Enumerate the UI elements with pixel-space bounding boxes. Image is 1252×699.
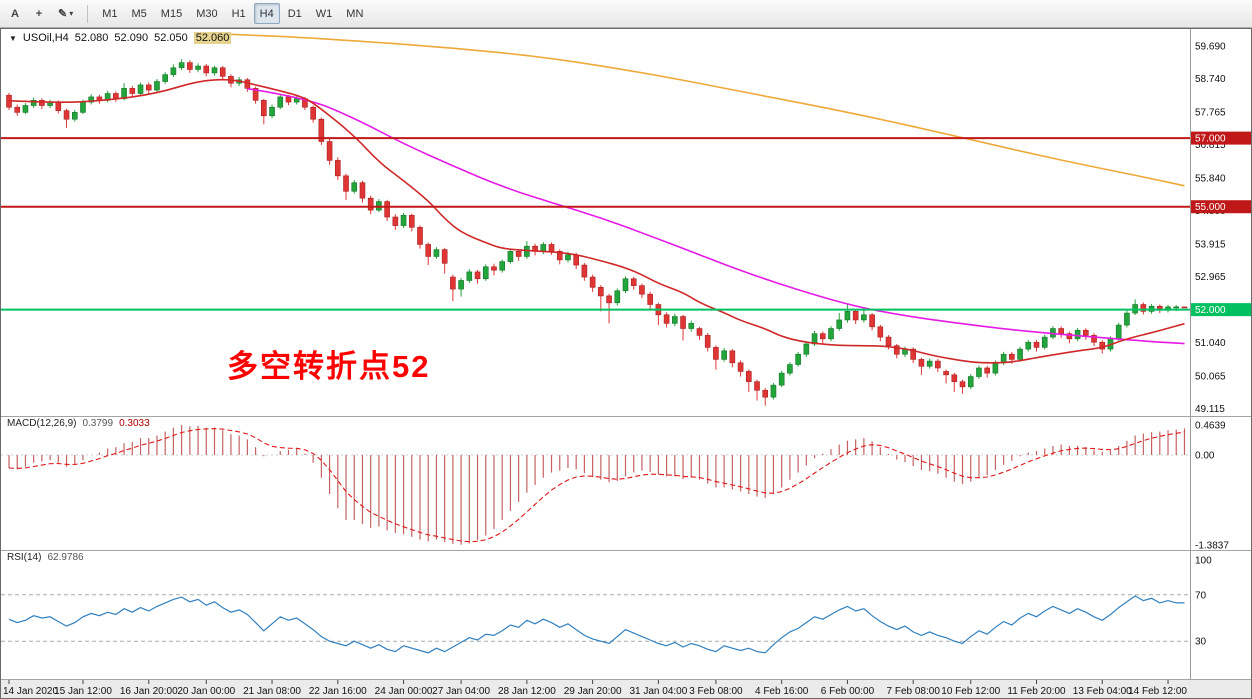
ma-red-line [8,78,1185,364]
symbol-name: USOil,H4 [22,32,69,44]
crosshair-tool-button[interactable]: + [35,7,43,20]
timeframe-button-h4[interactable]: H4 [253,3,280,24]
timeframe-button-h1[interactable]: H1 [231,7,246,20]
rsi-indicator-name: RSI(14) [7,552,42,563]
macd-signal-value: 0.3033 [119,418,150,429]
horizontal-lines-layer[interactable]: 57.000 55.000 52.000 [1,131,1251,317]
svg-text:56.815: 56.815 [1195,140,1226,151]
rsi-indicator-panel[interactable]: 100 70 30 [1,550,1251,679]
svg-text:27 Jan 04:00: 27 Jan 04:00 [432,686,490,697]
svg-text:20 Jan 00:00: 20 Jan 00:00 [177,686,235,697]
svg-text:11 Feb 20:00: 11 Feb 20:00 [1007,686,1066,697]
svg-text:24 Jan 00:00: 24 Jan 00:00 [375,686,433,697]
macd-indicator-panel[interactable]: 0.4639 0.00 -1.3837 [1,416,1251,550]
svg-text:15 Jan 12:00: 15 Jan 12:00 [54,686,112,697]
chart-toolbar: A + ✎ ▾ M1 M5 M15 M30 H1 H4 D1 W1 MN [0,0,1252,28]
ohlc-close: 52.060 [193,32,232,44]
svg-text:100: 100 [1195,556,1212,567]
main-price-chart[interactable]: 59.69058.74057.76556.81555.84054.89053.9… [1,29,1251,416]
timeframe-button-m30[interactable]: M30 [196,7,218,20]
timeframe-button-d1[interactable]: D1 [287,7,302,20]
svg-text:51.040: 51.040 [1195,338,1226,349]
font-tool-button[interactable]: A [11,7,19,20]
macd-value: 0.3799 [82,418,114,429]
chart-workspace[interactable]: ▼ USOil,H4 52.080 52.090 52.050 52.060 多… [0,28,1252,699]
ma-orange-line [214,33,1185,187]
ohlc-low: 52.050 [154,32,188,44]
candles-layer [6,59,1188,406]
chart-symbol-title: ▼ USOil,H4 52.080 52.090 52.050 52.060 [9,32,232,44]
symbol-dropdown-icon[interactable]: ▼ [9,33,17,43]
svg-text:55.840: 55.840 [1195,173,1226,184]
rsi-line [8,595,1185,654]
svg-text:55.000: 55.000 [1195,202,1226,213]
svg-text:31 Jan 04:00: 31 Jan 04:00 [629,686,687,697]
chevron-down-icon: ▾ [69,9,74,18]
timeframe-button-m15[interactable]: M15 [160,7,183,20]
macd-histogram [8,425,1186,545]
svg-text:58.740: 58.740 [1195,74,1226,85]
ma-magenta-line [247,87,1185,345]
svg-text:28 Jan 12:00: 28 Jan 12:00 [498,686,556,697]
macd-signal-line [8,428,1185,543]
svg-text:29 Jan 20:00: 29 Jan 20:00 [564,686,622,697]
svg-text:49.115: 49.115 [1195,404,1225,415]
toolbar-separator [87,4,89,23]
ohlc-open: 52.080 [74,32,109,44]
svg-text:21 Jan 08:00: 21 Jan 08:00 [243,686,301,697]
svg-text:14 Feb 12:00: 14 Feb 12:00 [1128,686,1187,697]
rsi-panel-title: RSI(14) 62.9786 [7,552,84,563]
svg-text:7 Feb 08:00: 7 Feb 08:00 [887,686,941,697]
drawing-tools-button[interactable]: ✎ ▾ [52,3,79,24]
macd-indicator-name: MACD(12,26,9) [7,418,77,429]
svg-text:0.4639: 0.4639 [1195,420,1226,431]
svg-text:10 Feb 12:00: 10 Feb 12:00 [941,686,1000,697]
timeframe-button-mn[interactable]: MN [346,7,364,20]
svg-text:16 Jan 20:00: 16 Jan 20:00 [120,686,178,697]
svg-text:52.965: 52.965 [1195,272,1226,283]
svg-text:59.690: 59.690 [1195,41,1226,52]
svg-text:14 Jan 2020: 14 Jan 2020 [3,686,58,697]
chart-annotation-text: 多空转折点52 [227,349,431,384]
svg-text:53.915: 53.915 [1195,239,1226,250]
svg-text:0.00: 0.00 [1195,451,1215,462]
svg-text:3 Feb 08:00: 3 Feb 08:00 [689,686,743,697]
svg-text:6 Feb 00:00: 6 Feb 00:00 [821,686,875,697]
svg-text:4 Feb 16:00: 4 Feb 16:00 [755,686,809,697]
pencil-icon: ✎ [58,8,68,20]
rsi-value: 62.9786 [47,552,84,563]
svg-text:30: 30 [1195,637,1207,648]
timeframe-button-w1[interactable]: W1 [315,7,333,20]
svg-text:57.765: 57.765 [1195,107,1226,118]
svg-text:-1.3837: -1.3837 [1195,540,1229,550]
timeframe-button-m1[interactable]: M1 [102,7,118,20]
timeframe-button-m5[interactable]: M5 [131,7,147,20]
svg-text:50.065: 50.065 [1195,372,1226,383]
svg-text:13 Feb 04:00: 13 Feb 04:00 [1073,686,1132,697]
svg-text:57.000: 57.000 [1195,134,1226,145]
svg-text:52.000: 52.000 [1195,305,1226,316]
macd-panel-title: MACD(12,26,9) 0.3799 0.3033 [7,418,150,429]
ohlc-high: 52.090 [114,32,149,44]
svg-text:22 Jan 16:00: 22 Jan 16:00 [309,686,367,697]
svg-text:70: 70 [1195,590,1207,601]
